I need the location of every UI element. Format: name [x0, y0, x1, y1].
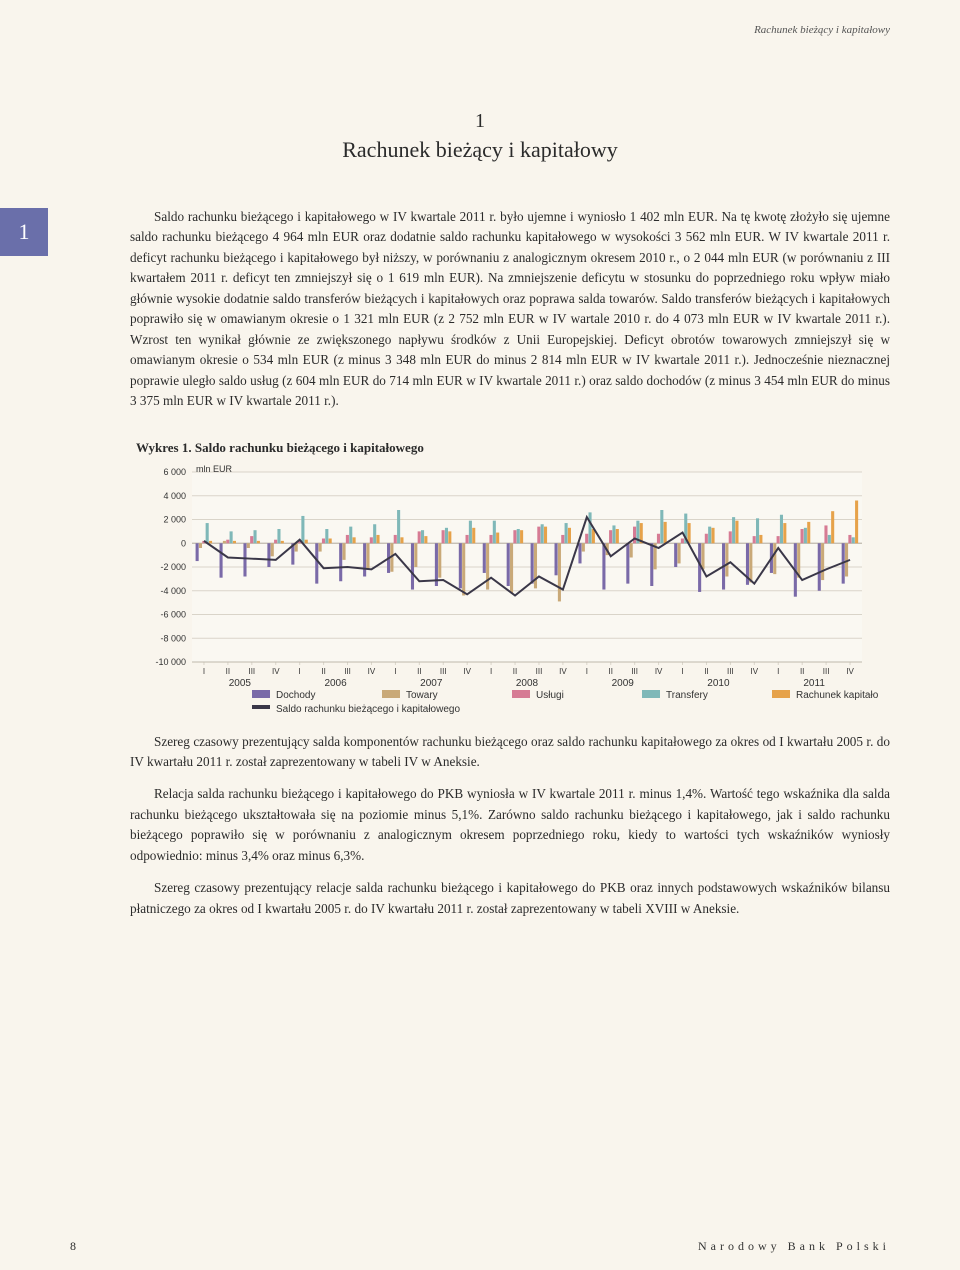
svg-text:II: II — [704, 667, 708, 676]
chapter-heading: 1 Rachunek bieżący i kapitałowy — [70, 110, 890, 163]
svg-text:Saldo rachunku bieżącego i kap: Saldo rachunku bieżącego i kapitałowego — [276, 704, 460, 714]
svg-text:IV: IV — [272, 667, 280, 676]
svg-text:2007: 2007 — [420, 678, 443, 689]
svg-text:Usługi: Usługi — [536, 690, 564, 701]
body-text: Saldo rachunku bieżącego i kapitałowego … — [130, 207, 890, 412]
svg-text:IV: IV — [846, 667, 854, 676]
svg-text:III: III — [344, 667, 351, 676]
svg-text:2008: 2008 — [516, 678, 539, 689]
svg-text:6 000: 6 000 — [163, 467, 186, 477]
svg-text:II: II — [417, 667, 421, 676]
svg-text:-2 000: -2 000 — [160, 562, 186, 572]
publisher: Narodowy Bank Polski — [698, 1239, 890, 1254]
svg-text:II: II — [321, 667, 325, 676]
svg-text:-6 000: -6 000 — [160, 609, 186, 619]
figure-title: Wykres 1. Saldo rachunku bieżącego i kap… — [136, 440, 890, 456]
svg-text:4 000: 4 000 — [163, 490, 186, 500]
svg-text:I: I — [681, 667, 683, 676]
section-marker: 1 — [0, 208, 48, 256]
svg-text:III: III — [248, 667, 255, 676]
body-paragraph: Relacja salda rachunku bieżącego i kapit… — [130, 784, 890, 866]
svg-text:-8 000: -8 000 — [160, 633, 186, 643]
page-number: 8 — [70, 1239, 76, 1254]
svg-text:2006: 2006 — [324, 678, 347, 689]
svg-text:IV: IV — [559, 667, 567, 676]
svg-text:Dochody: Dochody — [276, 690, 315, 701]
svg-text:2 000: 2 000 — [163, 514, 186, 524]
svg-text:II: II — [513, 667, 517, 676]
svg-text:IV: IV — [655, 667, 663, 676]
svg-text:IV: IV — [368, 667, 376, 676]
svg-text:I: I — [203, 667, 205, 676]
svg-text:II: II — [226, 667, 230, 676]
svg-text:III: III — [440, 667, 447, 676]
page-footer: 8 Narodowy Bank Polski — [70, 1239, 890, 1254]
svg-text:Transfery: Transfery — [666, 690, 708, 701]
svg-text:IV: IV — [751, 667, 759, 676]
chart-container: -10 000 -8 000 -6 000 -4 000 -2 000 0 2 000 4 0… — [130, 462, 890, 714]
svg-text:-10 000: -10 000 — [155, 657, 186, 667]
running-head: Rachunek bieżący i kapitałowy — [70, 24, 890, 40]
svg-text:Rachunek kapitałowy: Rachunek kapitałowy — [796, 690, 878, 701]
figure-1: Wykres 1. Saldo rachunku bieżącego i kap… — [130, 440, 890, 714]
svg-text:2010: 2010 — [707, 678, 730, 689]
after-chart-text: Szereg czasowy prezentujący salda kompon… — [130, 732, 890, 920]
svg-text:I: I — [394, 667, 396, 676]
svg-text:2005: 2005 — [229, 678, 252, 689]
svg-text:I: I — [490, 667, 492, 676]
svg-text:III: III — [631, 667, 638, 676]
svg-text:-4 000: -4 000 — [160, 585, 186, 595]
chapter-number: 1 — [70, 110, 890, 133]
svg-text:II: II — [609, 667, 613, 676]
chapter-title: Rachunek bieżący i kapitałowy — [70, 137, 890, 163]
saldo-chart: -10 000 -8 000 -6 000 -4 000 -2 000 0 2 000 4 0… — [130, 462, 878, 714]
body-paragraph: Saldo rachunku bieżącego i kapitałowego … — [130, 207, 890, 412]
svg-text:2011: 2011 — [803, 678, 825, 689]
svg-text:IV: IV — [463, 667, 471, 676]
svg-text:II: II — [800, 667, 804, 676]
body-paragraph: Szereg czasowy prezentujący relacje sald… — [130, 878, 890, 919]
svg-text:mln EUR: mln EUR — [196, 464, 233, 474]
svg-text:2009: 2009 — [612, 678, 635, 689]
svg-text:III: III — [823, 667, 830, 676]
body-paragraph: Szereg czasowy prezentujący salda kompon… — [130, 732, 890, 773]
svg-text:I: I — [777, 667, 779, 676]
svg-text:III: III — [727, 667, 734, 676]
svg-text:I: I — [586, 667, 588, 676]
svg-text:III: III — [536, 667, 543, 676]
svg-text:I: I — [299, 667, 301, 676]
svg-text:Towary: Towary — [406, 690, 438, 701]
svg-text:0: 0 — [181, 538, 186, 548]
